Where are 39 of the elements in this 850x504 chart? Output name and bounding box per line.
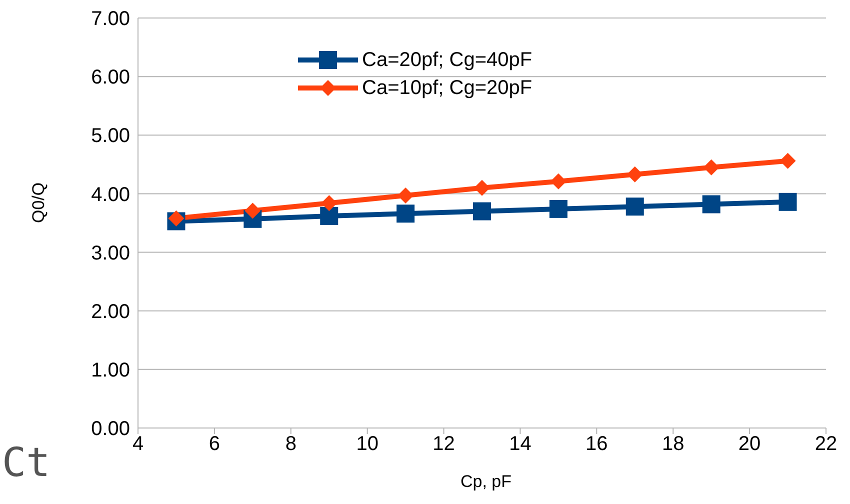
point	[473, 202, 491, 220]
point	[549, 200, 568, 218]
point	[168, 210, 184, 226]
y-tick-label: 4.00	[91, 184, 130, 206]
point	[396, 204, 415, 223]
x-tick-label: 10	[356, 433, 378, 456]
x-tick-label: 22	[814, 433, 838, 456]
x-tick-label: 8	[285, 433, 296, 456]
point	[702, 195, 720, 214]
point	[778, 192, 797, 211]
point	[550, 173, 566, 190]
y-tick-label: 6.00	[91, 66, 130, 89]
y-tick-label: 3.00	[91, 242, 130, 264]
x-tick-label: 14	[509, 433, 532, 456]
x-tick-label: 20	[738, 433, 761, 456]
point	[244, 202, 261, 219]
x-tick-label: 16	[586, 433, 608, 456]
point	[398, 187, 414, 204]
point	[626, 198, 644, 216]
y-tick-label: 1.00	[91, 360, 130, 382]
text: Ct	[2, 440, 50, 486]
y-tick-label: 7.00	[91, 8, 130, 30]
x-tick-label: 4	[132, 433, 144, 456]
point	[780, 152, 796, 169]
y-axis-title: Q0/Q	[29, 182, 48, 223]
x-tick-label: 18	[662, 433, 684, 456]
point	[474, 180, 490, 196]
point	[320, 206, 338, 225]
x-axis-title: Cp, pF	[459, 472, 513, 492]
point	[703, 159, 720, 176]
x-tick-label: 6	[208, 433, 220, 456]
y-tick-label: 5.00	[91, 125, 130, 148]
y-tick-label: 2.00	[91, 300, 130, 323]
x-tick-label: 12	[432, 433, 455, 456]
point	[321, 195, 338, 212]
y-tick-label: 0.00	[91, 418, 130, 440]
legend-label: Ca=10pf; Cg=20pF	[362, 76, 532, 100]
point	[626, 166, 643, 182]
legend-label: Ca=20pf; Cg=40pF	[362, 48, 532, 72]
